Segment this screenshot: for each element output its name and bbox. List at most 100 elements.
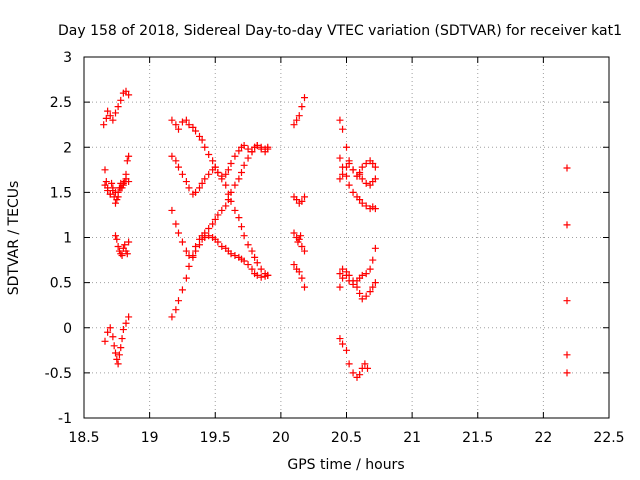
data-point: [178, 286, 186, 294]
data-point: [301, 94, 308, 102]
data-point: [343, 172, 350, 180]
data-point: [301, 283, 308, 291]
y-tick-label: 2.5: [50, 95, 72, 111]
data-point: [290, 121, 298, 129]
data-point: [295, 235, 303, 243]
chart-title: Day 158 of 2018, Sidereal Day-to-day VTE…: [58, 23, 622, 39]
data-point: [257, 273, 265, 281]
data-point: [100, 121, 108, 129]
data-point: [211, 163, 219, 171]
data-point: [361, 360, 369, 368]
data-point: [122, 87, 130, 95]
data-point: [293, 196, 301, 204]
data-point: [563, 221, 571, 229]
data-point: [185, 252, 193, 260]
data-point: [224, 166, 232, 174]
data-point: [349, 166, 357, 174]
data-point: [115, 351, 123, 359]
data-point: [118, 252, 126, 260]
data-point: [224, 196, 232, 204]
data-point: [251, 253, 259, 261]
data-point: [253, 259, 261, 267]
data-point: [109, 184, 117, 192]
data-point: [121, 241, 129, 249]
data-point: [369, 283, 377, 291]
data-point: [240, 257, 248, 265]
data-point: [119, 326, 127, 334]
data-point: [345, 159, 353, 167]
x-tick-label: 22: [534, 430, 552, 446]
y-tick-label: 1: [63, 231, 72, 247]
x-tick-label: 20.5: [331, 430, 362, 446]
data-point: [101, 181, 109, 189]
data-point: [205, 170, 213, 178]
data-point: [248, 265, 256, 273]
data-point: [168, 313, 176, 321]
series-trace-b: [101, 152, 133, 207]
data-point: [238, 169, 245, 177]
series-trace-e: [101, 313, 133, 368]
y-tick-label: 3: [63, 50, 72, 66]
data-point: [175, 297, 182, 305]
data-point: [356, 196, 364, 204]
data-point: [112, 232, 119, 240]
data-point: [371, 279, 379, 287]
data-point: [178, 170, 186, 178]
series-trace-f: [168, 116, 272, 279]
data-point: [168, 152, 176, 160]
data-point: [123, 157, 131, 165]
data-point: [244, 241, 252, 249]
x-tick-label: 18.5: [68, 430, 99, 446]
data-point: [238, 223, 245, 231]
data-point: [231, 206, 239, 214]
data-points-layer: [100, 87, 571, 381]
data-point: [231, 152, 239, 160]
data-point: [349, 369, 357, 377]
data-point: [227, 250, 235, 258]
data-point: [211, 215, 219, 223]
data-point: [209, 220, 217, 228]
data-point: [114, 103, 122, 111]
data-point: [123, 250, 131, 258]
data-point: [369, 159, 377, 167]
data-point: [125, 178, 133, 186]
data-point: [345, 181, 353, 189]
data-point: [371, 163, 379, 171]
data-point: [298, 103, 306, 111]
data-point: [218, 206, 226, 214]
data-point: [108, 179, 116, 187]
data-point: [185, 262, 193, 270]
data-point: [343, 271, 350, 279]
data-point: [257, 143, 265, 151]
data-point: [362, 159, 370, 167]
data-point: [182, 116, 190, 124]
x-tick-label: 22.5: [593, 430, 624, 446]
data-point: [104, 187, 112, 195]
data-point: [336, 335, 344, 343]
data-point: [371, 244, 379, 252]
data-point: [369, 256, 377, 264]
data-point: [290, 261, 298, 269]
data-point: [172, 220, 180, 228]
x-tick-label: 21.5: [462, 430, 493, 446]
data-point: [117, 344, 125, 352]
data-point: [343, 163, 350, 171]
data-point: [264, 143, 272, 151]
series-trace-k: [290, 193, 308, 207]
data-point: [113, 355, 121, 363]
data-point: [336, 116, 344, 124]
data-point: [339, 125, 347, 133]
data-point: [358, 199, 366, 207]
series-trace-m: [290, 261, 308, 291]
y-tick-label: 0.5: [50, 276, 72, 292]
data-point: [205, 232, 213, 240]
data-point: [240, 232, 248, 240]
data-point: [114, 360, 122, 368]
series-trace-p: [336, 159, 379, 189]
data-point: [336, 154, 344, 162]
data-point: [168, 206, 176, 214]
data-point: [362, 202, 370, 210]
data-point: [172, 121, 180, 129]
data-point: [345, 277, 353, 285]
data-point: [125, 238, 133, 246]
